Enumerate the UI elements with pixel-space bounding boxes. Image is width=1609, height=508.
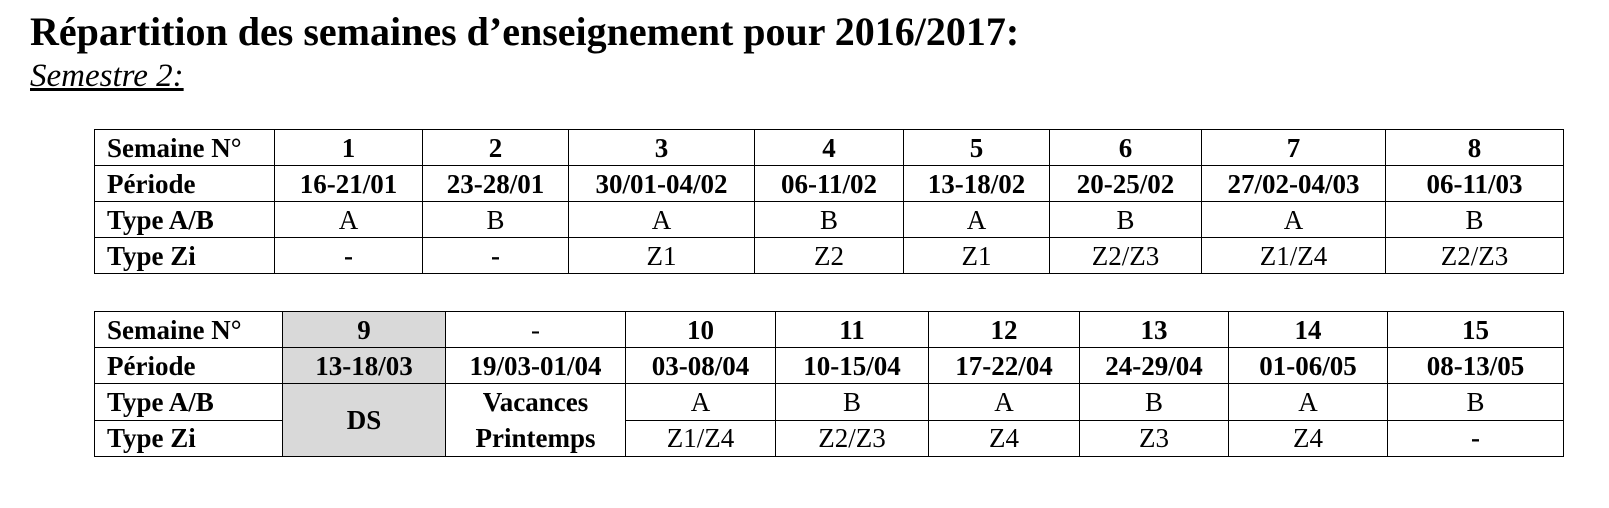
week-type-ab: B bbox=[1079, 383, 1229, 421]
week-number: 10 bbox=[625, 311, 776, 348]
week-period: 13-18/02 bbox=[903, 165, 1050, 202]
week-number: 4 bbox=[754, 129, 904, 166]
row-label-semaine: Semaine N° bbox=[94, 129, 275, 166]
ds-cell: DS bbox=[282, 383, 446, 457]
ds-week-period: 13-18/03 bbox=[282, 347, 446, 384]
week-type-zi: Z1 bbox=[568, 237, 755, 274]
week-period: 08-13/05 bbox=[1387, 347, 1564, 384]
week-type-ab: A bbox=[928, 383, 1080, 421]
week-type-ab: A bbox=[1201, 201, 1386, 238]
week-type-zi: - bbox=[422, 237, 569, 274]
week-type-zi: Z4 bbox=[1228, 419, 1388, 457]
week-number: 15 bbox=[1387, 311, 1564, 348]
ds-week-number: 9 bbox=[282, 311, 446, 348]
week-number: 1 bbox=[274, 129, 423, 166]
week-period: 17-22/04 bbox=[928, 347, 1080, 384]
row-label-type-ab: Type A/B bbox=[94, 383, 283, 421]
row-type-zi: Type Zi - - Z1 Z2 Z1 Z2/Z3 Z1/Z4 Z2/Z3 bbox=[94, 237, 1564, 274]
week-type-zi: - bbox=[274, 237, 423, 274]
week-period: 03-08/04 bbox=[625, 347, 776, 384]
week-period: 23-28/01 bbox=[422, 165, 569, 202]
week-period: 10-15/04 bbox=[775, 347, 929, 384]
vacances-label-line1: Vacances bbox=[445, 383, 626, 420]
semester-subtitle: Semestre 2: bbox=[30, 58, 184, 94]
row-label-type-zi: Type Zi bbox=[94, 237, 275, 274]
row-type-zi: Type Zi Printemps Z1/Z4 Z2/Z3 Z4 Z3 Z4 - bbox=[94, 419, 1564, 457]
week-type-zi: - bbox=[1387, 419, 1564, 457]
week-period: 27/02-04/03 bbox=[1201, 165, 1386, 202]
row-label-periode: Période bbox=[94, 165, 275, 202]
week-number: 8 bbox=[1385, 129, 1564, 166]
week-number: 14 bbox=[1228, 311, 1388, 348]
week-type-zi: Z2/Z3 bbox=[1385, 237, 1564, 274]
row-semaine: Semaine N° 1 2 3 4 5 6 7 8 bbox=[94, 129, 1564, 166]
week-type-ab: B bbox=[1049, 201, 1202, 238]
week-type-ab: A bbox=[274, 201, 423, 238]
week-period: 06-11/02 bbox=[754, 165, 904, 202]
week-type-zi: Z2/Z3 bbox=[775, 419, 929, 457]
row-periode: Période 13-18/03 19/03-01/04 03-08/04 10… bbox=[94, 347, 1564, 384]
row-type-ab: Type A/B DS Vacances A B A B A B bbox=[94, 383, 1564, 457]
schedule-table-weeks-1-8: Semaine N° 1 2 3 4 5 6 7 8 Période 16-21… bbox=[94, 129, 1564, 274]
week-type-zi: Z1/Z4 bbox=[625, 419, 776, 457]
week-type-zi: Z3 bbox=[1079, 419, 1229, 457]
vacances-week-period: 19/03-01/04 bbox=[445, 347, 626, 384]
row-label-semaine: Semaine N° bbox=[94, 311, 283, 348]
week-period: 06-11/03 bbox=[1385, 165, 1564, 202]
week-number: 5 bbox=[903, 129, 1050, 166]
row-type-ab: Type A/B A B A B A B A B bbox=[94, 201, 1564, 238]
week-type-zi: Z2/Z3 bbox=[1049, 237, 1202, 274]
row-label-type-ab: Type A/B bbox=[94, 201, 275, 238]
week-type-zi: Z2 bbox=[754, 237, 904, 274]
week-type-ab: A bbox=[1228, 383, 1388, 421]
week-number: 6 bbox=[1049, 129, 1202, 166]
week-type-zi: Z1 bbox=[903, 237, 1050, 274]
week-number: 11 bbox=[775, 311, 929, 348]
week-type-ab: A bbox=[903, 201, 1050, 238]
week-period: 30/01-04/02 bbox=[568, 165, 755, 202]
week-type-ab: B bbox=[775, 383, 929, 421]
row-label-periode: Période bbox=[94, 347, 283, 384]
week-type-ab: B bbox=[1385, 201, 1564, 238]
week-type-ab: A bbox=[625, 383, 776, 421]
vacances-label-line2: Printemps bbox=[445, 420, 626, 457]
week-type-ab: B bbox=[1387, 383, 1564, 421]
week-period: 20-25/02 bbox=[1049, 165, 1202, 202]
week-period: 24-29/04 bbox=[1079, 347, 1229, 384]
week-period: 16-21/01 bbox=[274, 165, 423, 202]
week-number: 13 bbox=[1079, 311, 1229, 348]
schedule-table-weeks-9-15: Semaine N° 9 - 10 11 12 13 14 15 Période… bbox=[94, 311, 1564, 457]
week-type-ab: B bbox=[754, 201, 904, 238]
week-number: 3 bbox=[568, 129, 755, 166]
row-semaine: Semaine N° 9 - 10 11 12 13 14 15 bbox=[94, 311, 1564, 348]
week-type-zi: Z4 bbox=[928, 419, 1080, 457]
week-number: 2 bbox=[422, 129, 569, 166]
week-period: 01-06/05 bbox=[1228, 347, 1388, 384]
week-number: 7 bbox=[1201, 129, 1386, 166]
row-periode: Période 16-21/01 23-28/01 30/01-04/02 06… bbox=[94, 165, 1564, 202]
week-number: 12 bbox=[928, 311, 1080, 348]
week-type-ab: B bbox=[422, 201, 569, 238]
page-title: Répartition des semaines d’enseignement … bbox=[30, 9, 1020, 54]
row-label-type-zi: Type Zi bbox=[94, 419, 283, 457]
week-type-ab: A bbox=[568, 201, 755, 238]
vacances-week-number: - bbox=[445, 311, 626, 348]
week-type-zi: Z1/Z4 bbox=[1201, 237, 1386, 274]
